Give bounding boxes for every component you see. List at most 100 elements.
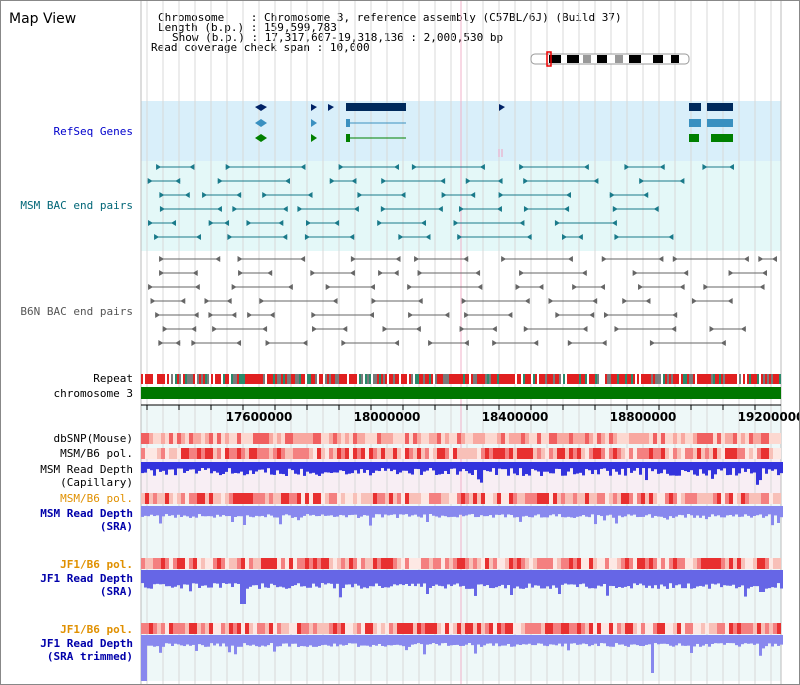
bac-end (148, 220, 154, 226)
depth-bar (699, 570, 702, 586)
bac-end (395, 256, 401, 262)
repeat-segment (371, 374, 373, 384)
heat-cell (561, 433, 565, 444)
heat-cell (441, 493, 445, 504)
bac-end (262, 192, 268, 198)
gene-feature[interactable] (311, 104, 317, 111)
heat-cell (269, 558, 273, 569)
repeat-segment (201, 374, 203, 384)
depth-bar (585, 570, 588, 587)
heat-cell (553, 623, 557, 634)
heat-cell (273, 493, 277, 504)
heat-cell (141, 623, 145, 634)
repeat-segment (425, 374, 427, 384)
depth-bar (336, 570, 339, 584)
depth-bar (645, 570, 648, 588)
track-label-jf1-depth-sra[interactable]: JF1 Read Depth (SRA) (40, 572, 133, 598)
heat-cell (429, 493, 433, 504)
gene-feature[interactable] (689, 103, 701, 111)
track-label-msm-bac[interactable]: MSM BAC end pairs (20, 199, 133, 212)
depth-bar (549, 462, 552, 474)
gene-feature[interactable] (346, 134, 350, 142)
heatmap-tracks[interactable] (141, 433, 781, 634)
depth-bar (240, 506, 243, 517)
depth-bar (450, 506, 453, 517)
depth-bar (702, 570, 705, 587)
depth-bar (291, 506, 294, 518)
bac-end (238, 270, 244, 276)
depth-bar (219, 570, 222, 588)
depth-bar (417, 635, 420, 644)
heat-cell (461, 448, 465, 459)
heat-cell (701, 448, 705, 459)
track-label-jf1-depth-trimmed[interactable]: JF1 Read Depth (SRA trimmed) (40, 637, 133, 663)
repeat-track[interactable] (141, 374, 781, 384)
gene-feature[interactable] (346, 103, 406, 111)
track-label-msm-b6-pol[interactable]: MSM/B6 pol. (60, 447, 133, 460)
depth-bar (696, 635, 699, 644)
heat-cell (705, 623, 709, 634)
heat-cell (401, 448, 405, 459)
bac-end (329, 178, 335, 184)
heat-cell (317, 493, 321, 504)
gene-feature[interactable] (346, 119, 350, 127)
depth-bar (627, 506, 630, 515)
bac-end (227, 234, 233, 240)
bac-end (691, 298, 697, 304)
gene-feature[interactable] (707, 103, 733, 111)
chromosome-bar[interactable] (141, 387, 781, 399)
heat-cell (233, 448, 237, 459)
read-depth-tracks[interactable] (141, 462, 783, 681)
heat-cell (433, 623, 437, 634)
gene-feature[interactable] (707, 119, 733, 127)
gene-feature[interactable] (689, 119, 701, 127)
gene-feature[interactable] (255, 134, 267, 142)
repeat-segment (501, 374, 503, 384)
track-label-chromosome[interactable]: chromosome 3 (53, 387, 133, 400)
depth-bar (174, 570, 177, 587)
heat-cell (181, 493, 185, 504)
heat-cell (217, 433, 221, 444)
gene-feature[interactable] (255, 104, 267, 111)
depth-bar (156, 570, 159, 584)
repeat-segment (621, 374, 623, 384)
depth-bar (600, 570, 603, 587)
gene-feature[interactable] (711, 134, 733, 142)
track-label-msm-depth-capillary[interactable]: MSM Read Depth (Capillary) (40, 463, 133, 489)
track-label-jf1-b6-pol-2[interactable]: JF1/B6 pol. (60, 623, 133, 636)
gene-feature[interactable] (255, 119, 267, 127)
depth-bar (774, 506, 777, 516)
track-label-b6n-bac[interactable]: B6N BAC end pairs (20, 305, 133, 318)
heat-cell (585, 493, 589, 504)
heat-cell (333, 493, 337, 504)
heat-cell (157, 493, 161, 504)
b6n-bac-pairs-track[interactable] (148, 256, 777, 346)
track-label-msm-b6-pol-2[interactable]: MSM/B6 pol. (60, 492, 133, 505)
depth-bar (711, 506, 714, 515)
heat-cell (209, 623, 213, 634)
depth-bar (573, 635, 576, 644)
gene-feature[interactable] (311, 134, 317, 142)
repeat-segment (339, 374, 341, 384)
gene-feature[interactable] (689, 134, 699, 142)
refseq-genes-track[interactable] (255, 103, 733, 157)
gene-feature[interactable] (499, 104, 505, 111)
gene-feature[interactable] (328, 104, 334, 111)
track-label-refseq[interactable]: RefSeq Genes (53, 125, 133, 138)
chromosome-ideogram[interactable] (530, 51, 690, 67)
depth-bar (309, 570, 312, 588)
depth-bar (387, 570, 390, 588)
depth-bar (171, 462, 174, 470)
track-label-repeat[interactable]: Repeat (93, 372, 133, 385)
heat-cell (369, 448, 373, 459)
track-label-jf1-b6-pol[interactable]: JF1/B6 pol. (60, 558, 133, 571)
depth-bar (687, 570, 690, 584)
track-label-dbsnp[interactable]: dbSNP(Mouse) (53, 432, 133, 445)
track-label-msm-depth-sra[interactable]: MSM Read Depth (SRA) (40, 507, 133, 533)
msm-bac-pairs-track[interactable] (147, 164, 734, 240)
depth-bar (447, 462, 450, 474)
gene-feature[interactable] (311, 119, 317, 127)
heat-cell (325, 623, 329, 634)
heat-cell (425, 433, 429, 444)
